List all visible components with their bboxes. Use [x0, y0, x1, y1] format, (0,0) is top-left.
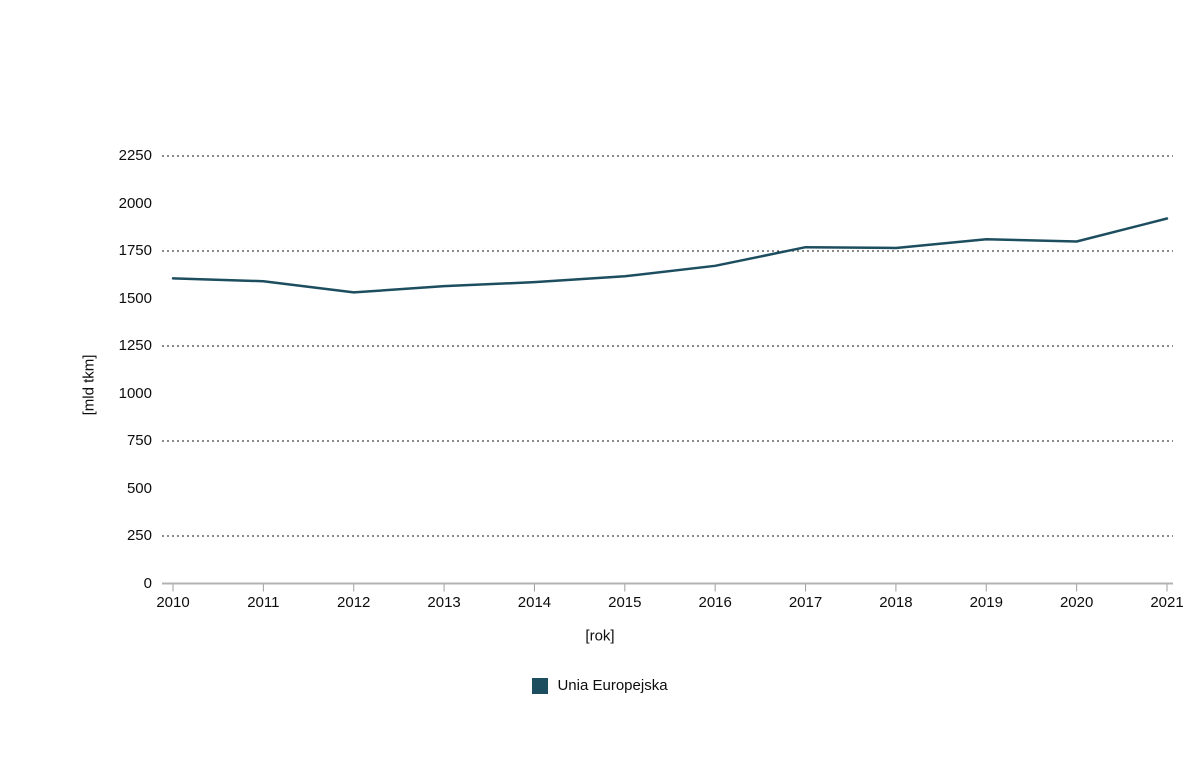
x-tick-label: 2010: [156, 594, 190, 611]
y-tick-label: 500: [126, 479, 152, 497]
y-tick-label: 1750: [118, 242, 152, 259]
y-tick-label: 1000: [118, 384, 152, 402]
x-tick-label: 2013: [427, 594, 461, 611]
y-tick-label: 1500: [118, 289, 152, 307]
x-tick-label: 2011: [247, 594, 280, 611]
legend-swatch-icon: [532, 678, 549, 694]
x-tick-label: 2018: [879, 594, 913, 611]
x-tick-label: 2019: [969, 594, 1003, 611]
x-tick-label: 2016: [698, 594, 732, 611]
x-axis-title: [rok]: [585, 627, 615, 645]
legend-label: Unia Europejska: [557, 677, 668, 694]
y-tick-label: 2250: [118, 147, 152, 164]
y-tick-label: 750: [126, 432, 152, 449]
y-tick-label: 250: [126, 527, 152, 544]
legend: Unia Europejska: [0, 677, 1200, 695]
x-tick-label: 2021: [1150, 594, 1184, 611]
y-axis-title: [mld tkm]: [80, 354, 98, 416]
x-tick-label: 2017: [788, 594, 823, 611]
y-tick-label: 0: [143, 574, 152, 592]
y-tick-label: 1250: [118, 337, 152, 354]
series-lines: [171, 217, 1169, 294]
y-tick-label: 2000: [118, 194, 152, 212]
gridlines: [162, 155, 1173, 537]
x-tick-label: 2015: [608, 594, 642, 611]
x-tick-label: 2020: [1059, 594, 1094, 611]
x-tick-label: 2012: [337, 594, 371, 611]
series-line-unia-europejska: [171, 217, 1169, 294]
x-tick-label: 2014: [517, 594, 552, 611]
x-axis: [162, 582, 1173, 592]
